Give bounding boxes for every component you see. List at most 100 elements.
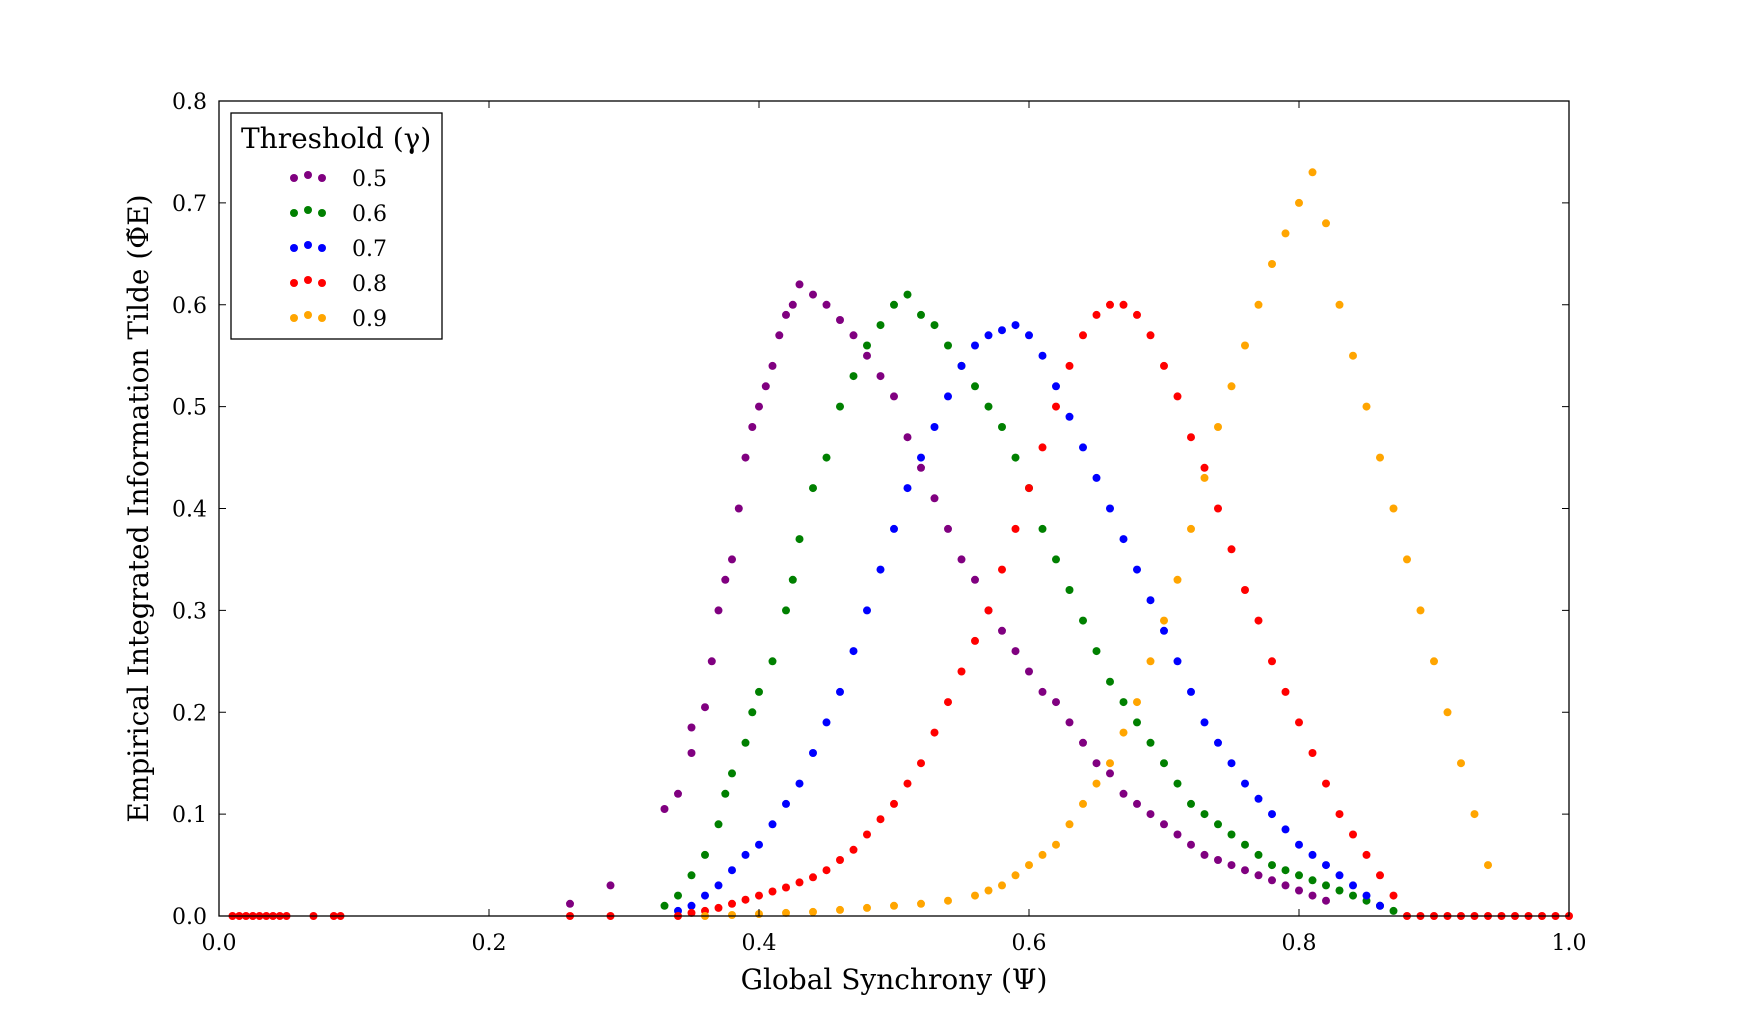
data-point-series-3 bbox=[1025, 484, 1033, 493]
data-point-series-2 bbox=[836, 687, 844, 696]
data-point-series-3 bbox=[1092, 310, 1101, 319]
data-point-series-0 bbox=[687, 723, 696, 732]
data-point-series-4 bbox=[1011, 871, 1020, 880]
data-point-series-0 bbox=[768, 361, 777, 370]
legend-marker bbox=[318, 314, 326, 322]
data-point-series-4 bbox=[1173, 575, 1182, 584]
data-point-series-0 bbox=[755, 402, 763, 411]
data-point-series-0 bbox=[721, 575, 730, 584]
data-point-series-1 bbox=[721, 789, 730, 798]
data-point-series-0 bbox=[863, 351, 871, 360]
data-point-series-0 bbox=[674, 789, 682, 798]
data-point-series-2 bbox=[1092, 473, 1101, 482]
data-point-series-4 bbox=[809, 907, 817, 916]
data-point-series-4 bbox=[728, 911, 736, 919]
data-point-series-1 bbox=[728, 769, 736, 778]
data-point-series-3 bbox=[1133, 310, 1141, 319]
data-point-series-2 bbox=[728, 866, 736, 875]
data-point-series-2 bbox=[971, 341, 979, 350]
data-point-series-3 bbox=[795, 878, 804, 887]
x-tick-labels: 0.0 0.2 0.4 0.6 0.8 1.0 bbox=[202, 931, 1587, 956]
data-point-series-0 bbox=[1281, 881, 1290, 890]
data-point-series-0 bbox=[876, 372, 885, 381]
data-point-series-3 bbox=[1349, 830, 1357, 839]
data-point-series-0 bbox=[930, 494, 939, 503]
data-point-series-3 bbox=[930, 728, 939, 737]
y-tick-label: 0.5 bbox=[172, 396, 207, 421]
data-point-series-1 bbox=[1065, 586, 1074, 594]
data-point-series-2 bbox=[1281, 825, 1290, 834]
x-axis-title: Global Synchrony (Ψ) bbox=[741, 963, 1048, 996]
legend-marker bbox=[318, 244, 326, 252]
data-point-series-2 bbox=[998, 326, 1006, 335]
data-point-series-3 bbox=[1106, 300, 1114, 309]
data-point-series-3 bbox=[1295, 718, 1303, 727]
data-point-series-1 bbox=[660, 901, 669, 910]
data-point-series-2 bbox=[930, 423, 939, 431]
data-point-series-3 bbox=[998, 565, 1006, 574]
data-point-series-0 bbox=[748, 423, 757, 431]
data-point-series-1 bbox=[1079, 616, 1087, 625]
data-point-series-1 bbox=[1052, 555, 1060, 564]
data-point-series-4 bbox=[998, 881, 1006, 890]
data-point-series-0 bbox=[1146, 810, 1155, 819]
legend-marker bbox=[318, 174, 326, 182]
x-tick-label: 0.6 bbox=[1012, 931, 1047, 956]
legend-box bbox=[230, 112, 443, 340]
data-point-series-0 bbox=[1106, 769, 1114, 778]
data-point-series-3 bbox=[1322, 779, 1330, 788]
data-point-series-2 bbox=[1160, 626, 1168, 635]
data-point-series-1 bbox=[944, 341, 952, 350]
data-point-series-3 bbox=[849, 845, 858, 854]
data-point-series-0 bbox=[903, 433, 912, 442]
data-point-series-0 bbox=[1214, 856, 1222, 864]
data-point-series-1 bbox=[930, 321, 939, 330]
data-point-series-4 bbox=[863, 903, 871, 912]
data-point-series-4 bbox=[1227, 382, 1236, 391]
data-point-series-4 bbox=[1281, 229, 1290, 238]
data-point-series-2 bbox=[755, 840, 763, 849]
data-point-series-4 bbox=[1133, 698, 1141, 707]
data-point-series-2 bbox=[741, 850, 750, 859]
data-point-series-4 bbox=[1376, 453, 1384, 462]
data-point-series-0 bbox=[849, 331, 858, 340]
data-point-series-0 bbox=[1295, 886, 1303, 895]
data-point-series-0 bbox=[822, 300, 831, 309]
data-point-series-1 bbox=[1038, 524, 1047, 533]
data-point-series-0 bbox=[761, 382, 770, 391]
data-point-series-0 bbox=[1011, 647, 1020, 656]
data-point-series-3 bbox=[1038, 443, 1047, 452]
data-point-series-0 bbox=[944, 524, 952, 533]
data-point-series-3 bbox=[768, 887, 777, 896]
data-point-series-2 bbox=[1254, 794, 1263, 803]
data-point-series-0 bbox=[660, 805, 669, 813]
data-point-series-3 bbox=[876, 815, 885, 824]
legend-label: 0.5 bbox=[352, 167, 387, 192]
data-point-series-4 bbox=[1322, 219, 1330, 228]
data-point-series-2 bbox=[809, 749, 817, 757]
data-point-series-1 bbox=[795, 535, 804, 544]
data-point-series-1 bbox=[788, 575, 797, 584]
y-tick-label: 0.3 bbox=[172, 599, 207, 624]
data-point-series-1 bbox=[1308, 876, 1317, 885]
data-point-series-3 bbox=[903, 779, 912, 788]
data-point-series-0 bbox=[890, 392, 898, 401]
data-point-series-1 bbox=[1241, 840, 1249, 849]
data-point-series-2 bbox=[1227, 759, 1236, 768]
data-point-series-1 bbox=[1011, 453, 1020, 462]
legend-marker bbox=[290, 174, 298, 182]
data-point-series-2 bbox=[917, 453, 925, 462]
data-point-series-0 bbox=[734, 504, 743, 513]
data-point-series-0 bbox=[782, 310, 790, 319]
data-point-series-2 bbox=[1079, 443, 1087, 452]
data-point-series-1 bbox=[701, 850, 709, 859]
data-point-series-0 bbox=[1322, 896, 1330, 905]
y-tick-label: 0.4 bbox=[172, 498, 207, 523]
legend-marker bbox=[290, 209, 298, 217]
data-point-series-4 bbox=[782, 908, 790, 917]
data-point-series-0 bbox=[1200, 850, 1209, 859]
legend-marker bbox=[290, 279, 298, 287]
data-point-series-0 bbox=[687, 749, 696, 757]
data-point-series-3 bbox=[836, 856, 844, 864]
